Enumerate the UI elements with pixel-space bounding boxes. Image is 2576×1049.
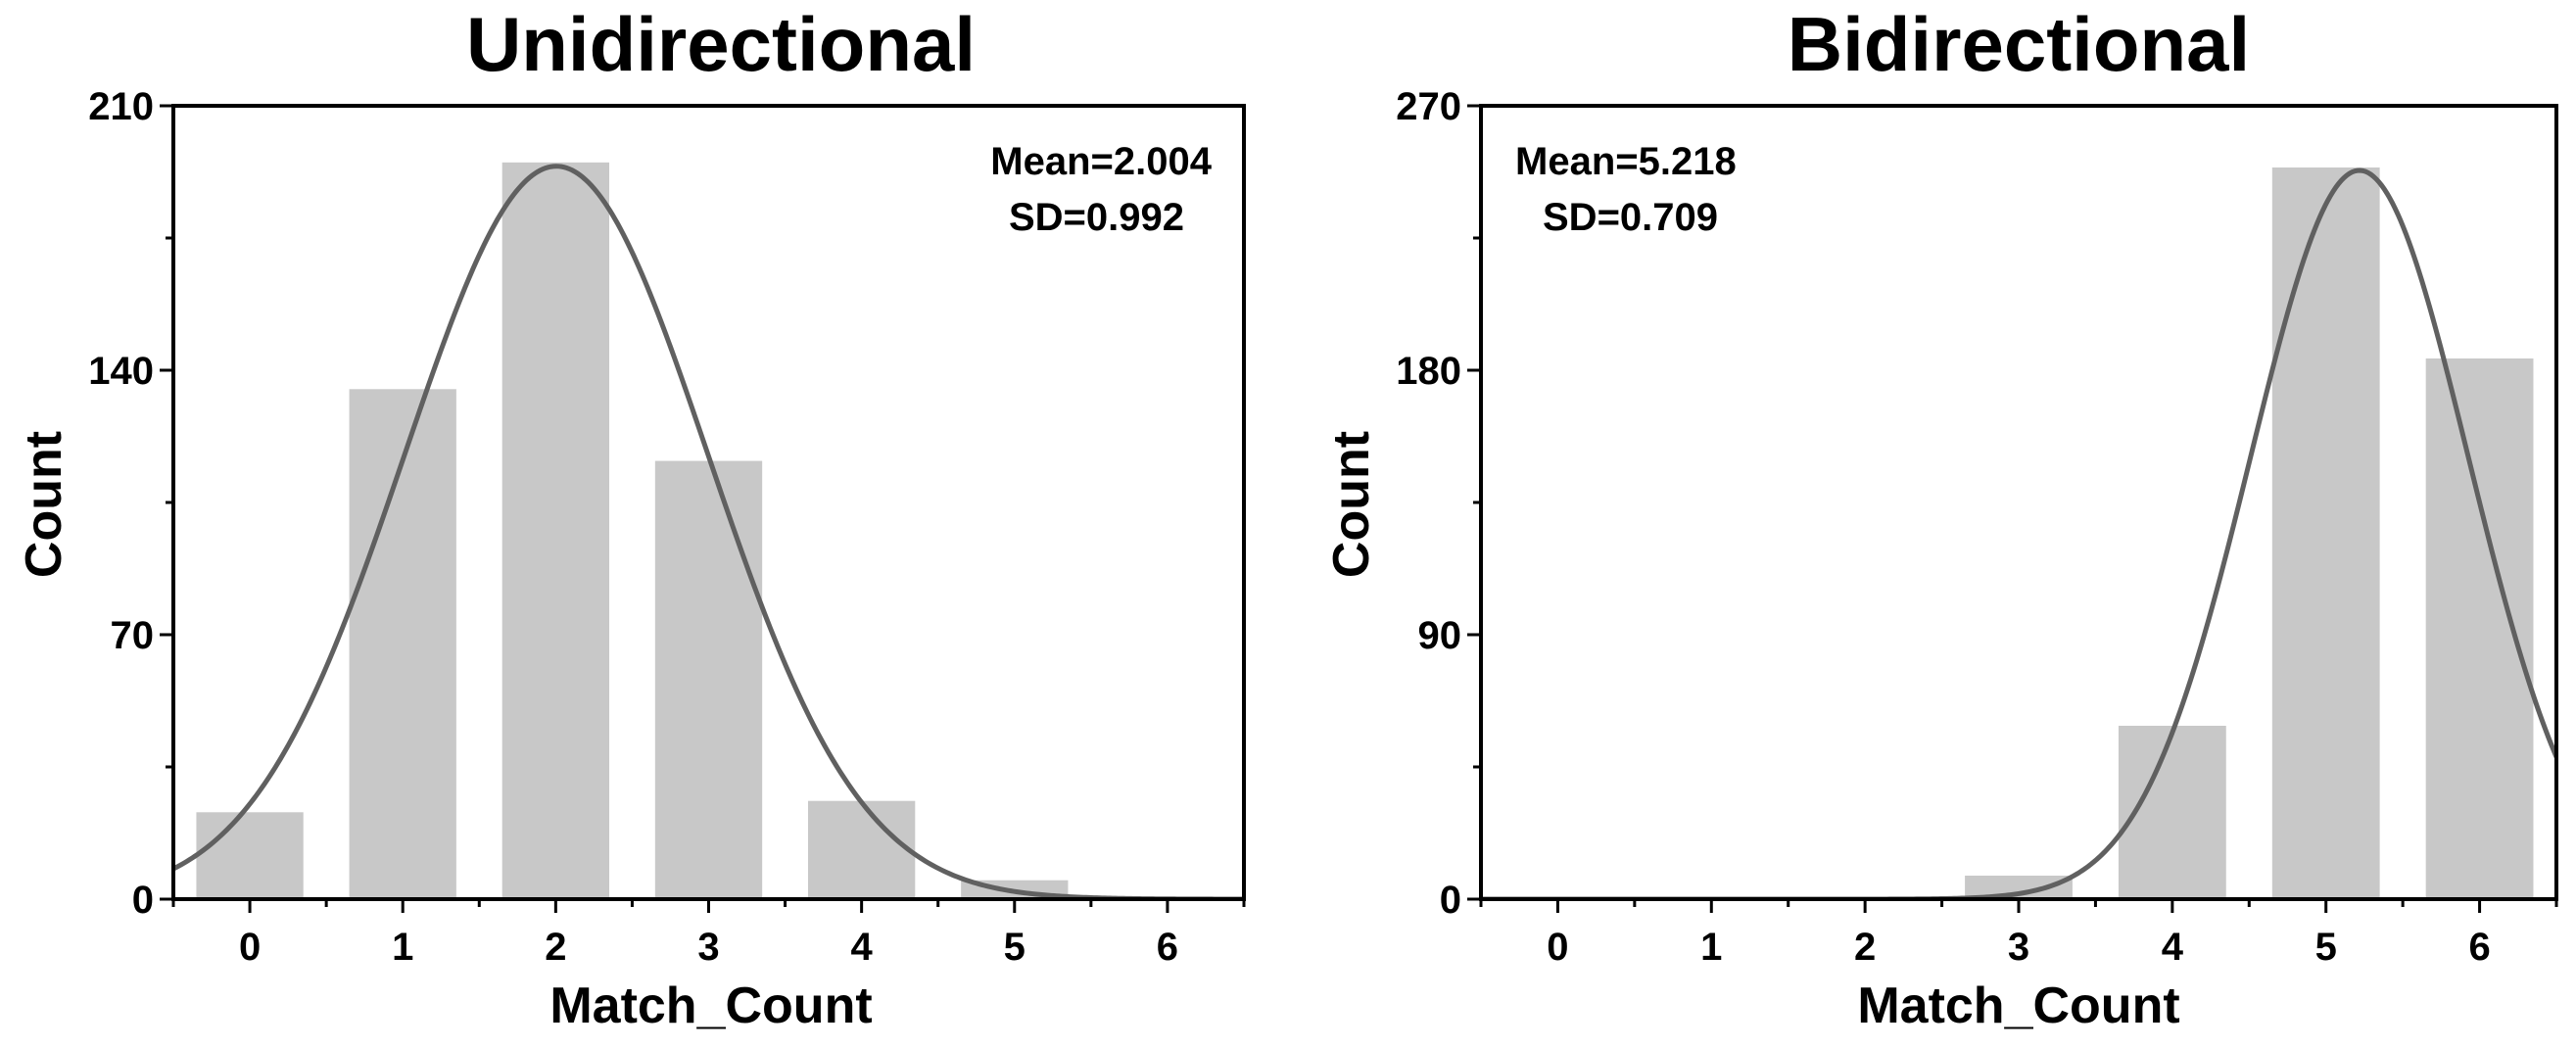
y-axis-label: Count	[1323, 431, 1380, 578]
x-tick-label: 0	[1547, 926, 1568, 969]
mean-annotation: Mean=2.004	[990, 140, 1212, 183]
x-axis-label: Match_Count	[1857, 977, 2179, 1034]
x-tick-label: 2	[545, 926, 566, 969]
bidirectional-panel: Bidirectional Count Match_Count Mean=5.2…	[1323, 1, 2558, 1034]
bar-0	[196, 812, 304, 899]
x-tick-label: 1	[392, 926, 413, 969]
y-tick-label: 0	[132, 879, 154, 922]
x-tick-label: 5	[1004, 926, 1026, 969]
x-tick-label: 4	[851, 926, 874, 969]
mean-annotation: Mean=5.218	[1515, 140, 1737, 183]
bar-4	[807, 800, 916, 899]
bar-2	[501, 162, 610, 899]
y-tick-label: 140	[88, 350, 154, 393]
x-tick-label: 0	[239, 926, 261, 969]
y-tick-label: 70	[111, 614, 155, 657]
y-tick-label: 270	[1396, 85, 1461, 128]
bar-3	[654, 460, 763, 899]
x-axis-label: Match_Count	[549, 977, 872, 1034]
chart-title: Bidirectional	[1788, 1, 2250, 87]
bar-5	[2271, 167, 2380, 899]
y-tick-label: 210	[88, 85, 154, 128]
x-tick-label: 3	[697, 926, 719, 969]
x-tick-label: 3	[2008, 926, 2029, 969]
x-tick-label: 6	[2468, 926, 2490, 969]
bar-6	[2425, 358, 2534, 899]
x-tick-label: 2	[1854, 926, 1876, 969]
normal-fit-curve	[1481, 167, 2556, 899]
x-tick-label: 1	[1700, 926, 1722, 969]
y-tick-label: 90	[1418, 614, 1462, 657]
normal-fit-curve	[173, 164, 1244, 899]
bar-1	[349, 389, 456, 899]
sd-annotation: SD=0.992	[1009, 196, 1184, 239]
y-axis-label: Count	[16, 431, 72, 578]
x-tick-label: 5	[2315, 926, 2337, 969]
unidirectional-panel: Unidirectional Count Match_Count Mean=2.…	[16, 1, 1246, 1034]
x-tick-label: 4	[2162, 926, 2184, 969]
x-tick-label: 6	[1157, 926, 1178, 969]
chart-title: Unidirectional	[466, 1, 976, 87]
y-tick-label: 0	[1440, 879, 1461, 922]
y-tick-label: 180	[1396, 350, 1461, 393]
sd-annotation: SD=0.709	[1543, 196, 1718, 239]
